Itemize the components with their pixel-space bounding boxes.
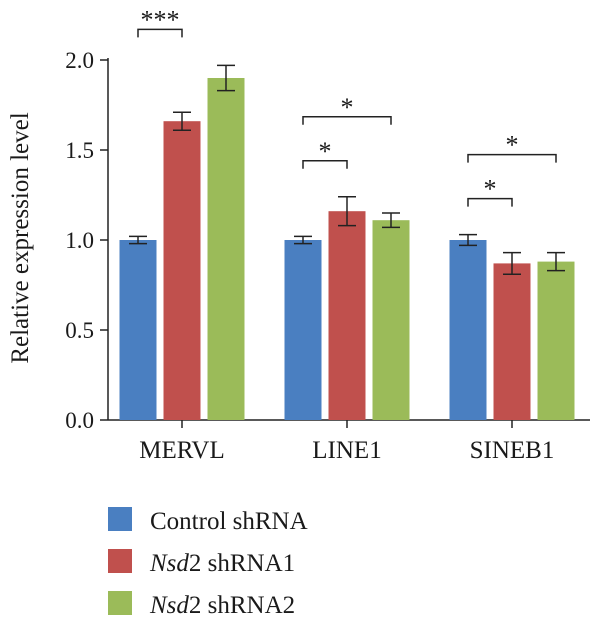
x-tick-label: MERVL <box>139 437 225 464</box>
y-axis-label: Relative expression level <box>7 112 34 363</box>
significance-bracket <box>467 153 557 163</box>
bar <box>284 240 322 420</box>
y-tick-label: 0.0 <box>65 408 94 433</box>
y-tick-label: 1.5 <box>65 138 94 163</box>
legend-label-text: Control shRNA <box>150 508 308 535</box>
bar <box>537 261 575 420</box>
bar <box>449 240 487 420</box>
y-tick-label: 0.5 <box>65 318 94 343</box>
significance-bracket <box>302 160 348 169</box>
error-bars <box>129 64 565 275</box>
legend-label-text: 2 shRNA1 <box>189 550 295 577</box>
y-tick-label: 2.0 <box>65 48 94 73</box>
legend-label: Nsd2 shRNA1 <box>149 550 295 577</box>
bar <box>119 240 157 420</box>
significance-label: * <box>484 175 497 204</box>
x-tick-label: SINEB1 <box>470 437 555 464</box>
y-axis: 0.0 0.5 1.0 1.5 2.0 <box>65 48 109 433</box>
legend-label-text: 2 shRNA2 <box>189 592 295 619</box>
significance-label: * <box>506 131 519 160</box>
bar <box>207 78 245 420</box>
significance-bracket <box>467 197 513 207</box>
legend-label-gene: Nsd <box>149 592 189 619</box>
bar <box>493 263 531 420</box>
bars <box>119 78 575 420</box>
significance-bracket <box>302 116 392 125</box>
significance-annotations: ********** <box>137 5 557 207</box>
significance-label: *** <box>141 5 180 34</box>
bar <box>328 211 366 420</box>
legend-label: Control shRNA <box>150 508 308 535</box>
legend-label-gene: Nsd <box>149 550 189 577</box>
x-axis: MERVL LINE1 SINEB1 <box>108 419 590 464</box>
legend-swatch <box>108 507 132 531</box>
bar <box>163 121 201 420</box>
x-tick-label: LINE1 <box>312 437 381 464</box>
significance-label: * <box>319 137 332 166</box>
legend-label: Nsd2 shRNA2 <box>149 592 295 619</box>
bar <box>372 220 410 420</box>
legend-swatch <box>108 549 132 573</box>
legend-swatch <box>108 591 132 615</box>
y-tick-label: 1.0 <box>65 228 94 253</box>
significance-bracket <box>137 28 183 38</box>
significance-label: * <box>341 93 354 122</box>
